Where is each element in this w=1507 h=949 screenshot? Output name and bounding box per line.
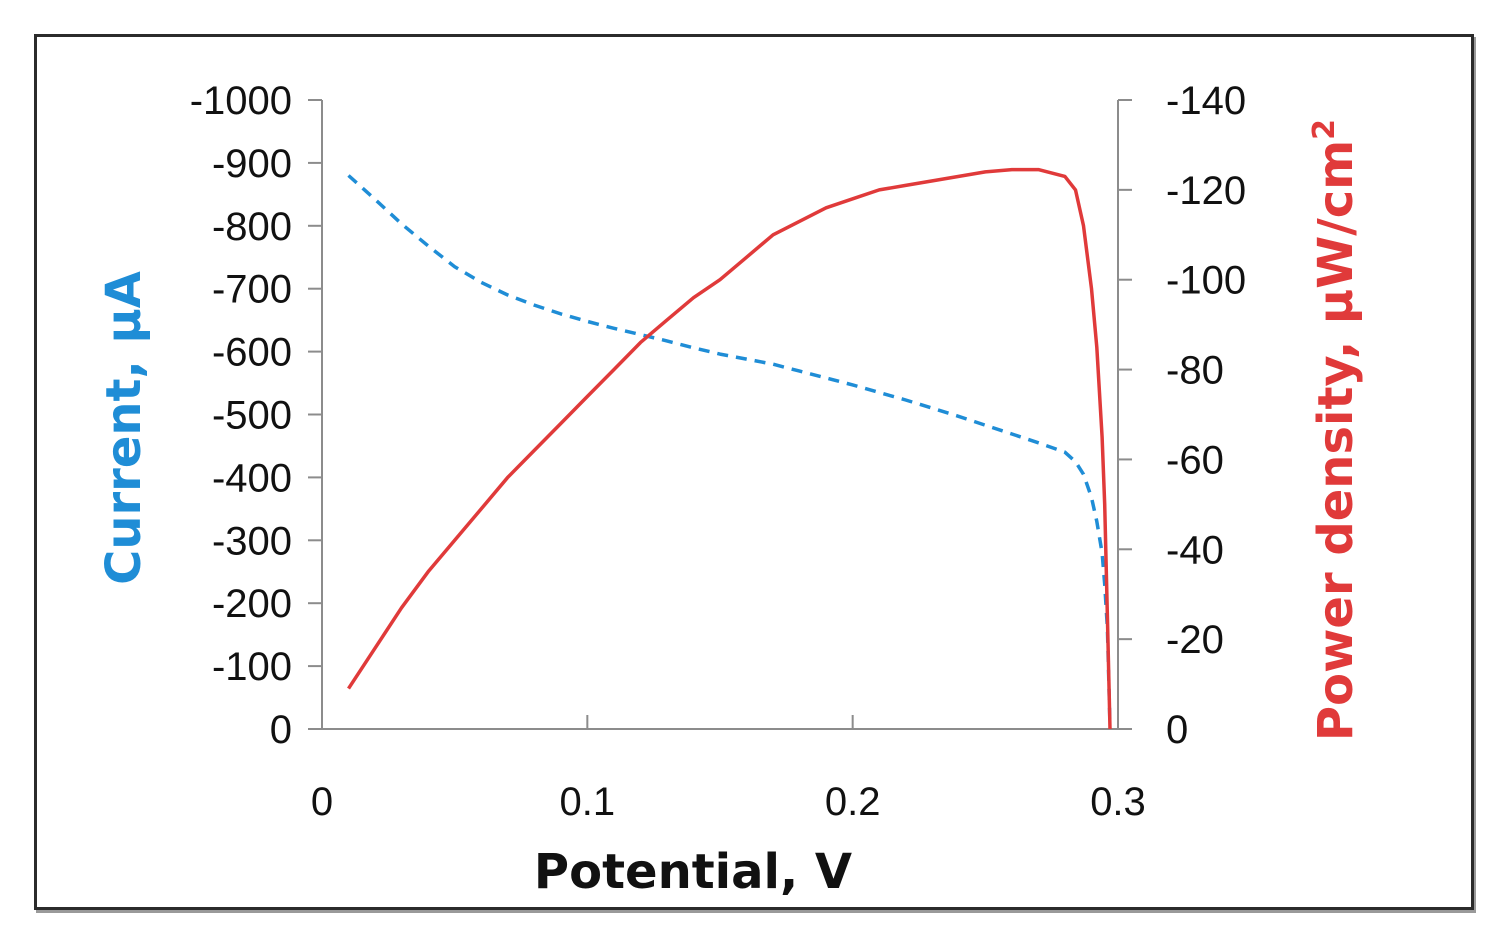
axes-group [321,100,1119,730]
plot-area [347,167,1112,730]
right-y-axis-label-text: Power density, μW/cm [1308,140,1364,741]
x-tick-label: 0.1 [560,780,616,824]
left-y-tick-label: -900 [212,142,292,186]
x-tick-label: 0.3 [1090,780,1146,824]
power-density-series-line [347,167,1112,730]
left-y-tick-label: 0 [270,708,292,752]
left-y-tick-label: -400 [212,456,292,500]
left-y-tick-label: -100 [212,645,292,689]
left-y-tick-label: -600 [212,331,292,375]
left-y-tick-label: -500 [212,394,292,438]
right-y-axis-label: Power density, μW/cm2 [1307,119,1364,741]
right-y-tick-label: 0 [1166,708,1188,752]
x-axis-label: Potential, V [534,844,852,900]
left-y-tick-label: -800 [212,205,292,249]
current-series-line [347,174,1112,726]
right-y-tick-label: -80 [1166,349,1224,393]
right-y-tick-label: -120 [1166,169,1246,213]
x-tick-label: 0 [311,780,333,824]
ticks-group: 0-100-200-300-400-500-600-700-800-900-10… [190,79,1246,824]
left-y-tick-label: -1000 [190,79,292,123]
x-tick-label: 0.2 [825,780,881,824]
right-y-tick-label: -20 [1166,618,1224,662]
left-y-tick-label: -200 [212,582,292,626]
left-y-axis-label: Current, μA [96,271,152,585]
left-y-tick-label: -300 [212,519,292,563]
right-y-tick-label: -60 [1166,438,1224,482]
left-y-tick-label: -700 [212,268,292,312]
right-y-tick-label: -140 [1166,79,1246,123]
right-y-tick-label: -100 [1166,259,1246,303]
figure-frame [34,34,1474,910]
right-y-tick-label: -40 [1166,528,1224,572]
right-y-axis-label-superscript: 2 [1307,119,1342,140]
